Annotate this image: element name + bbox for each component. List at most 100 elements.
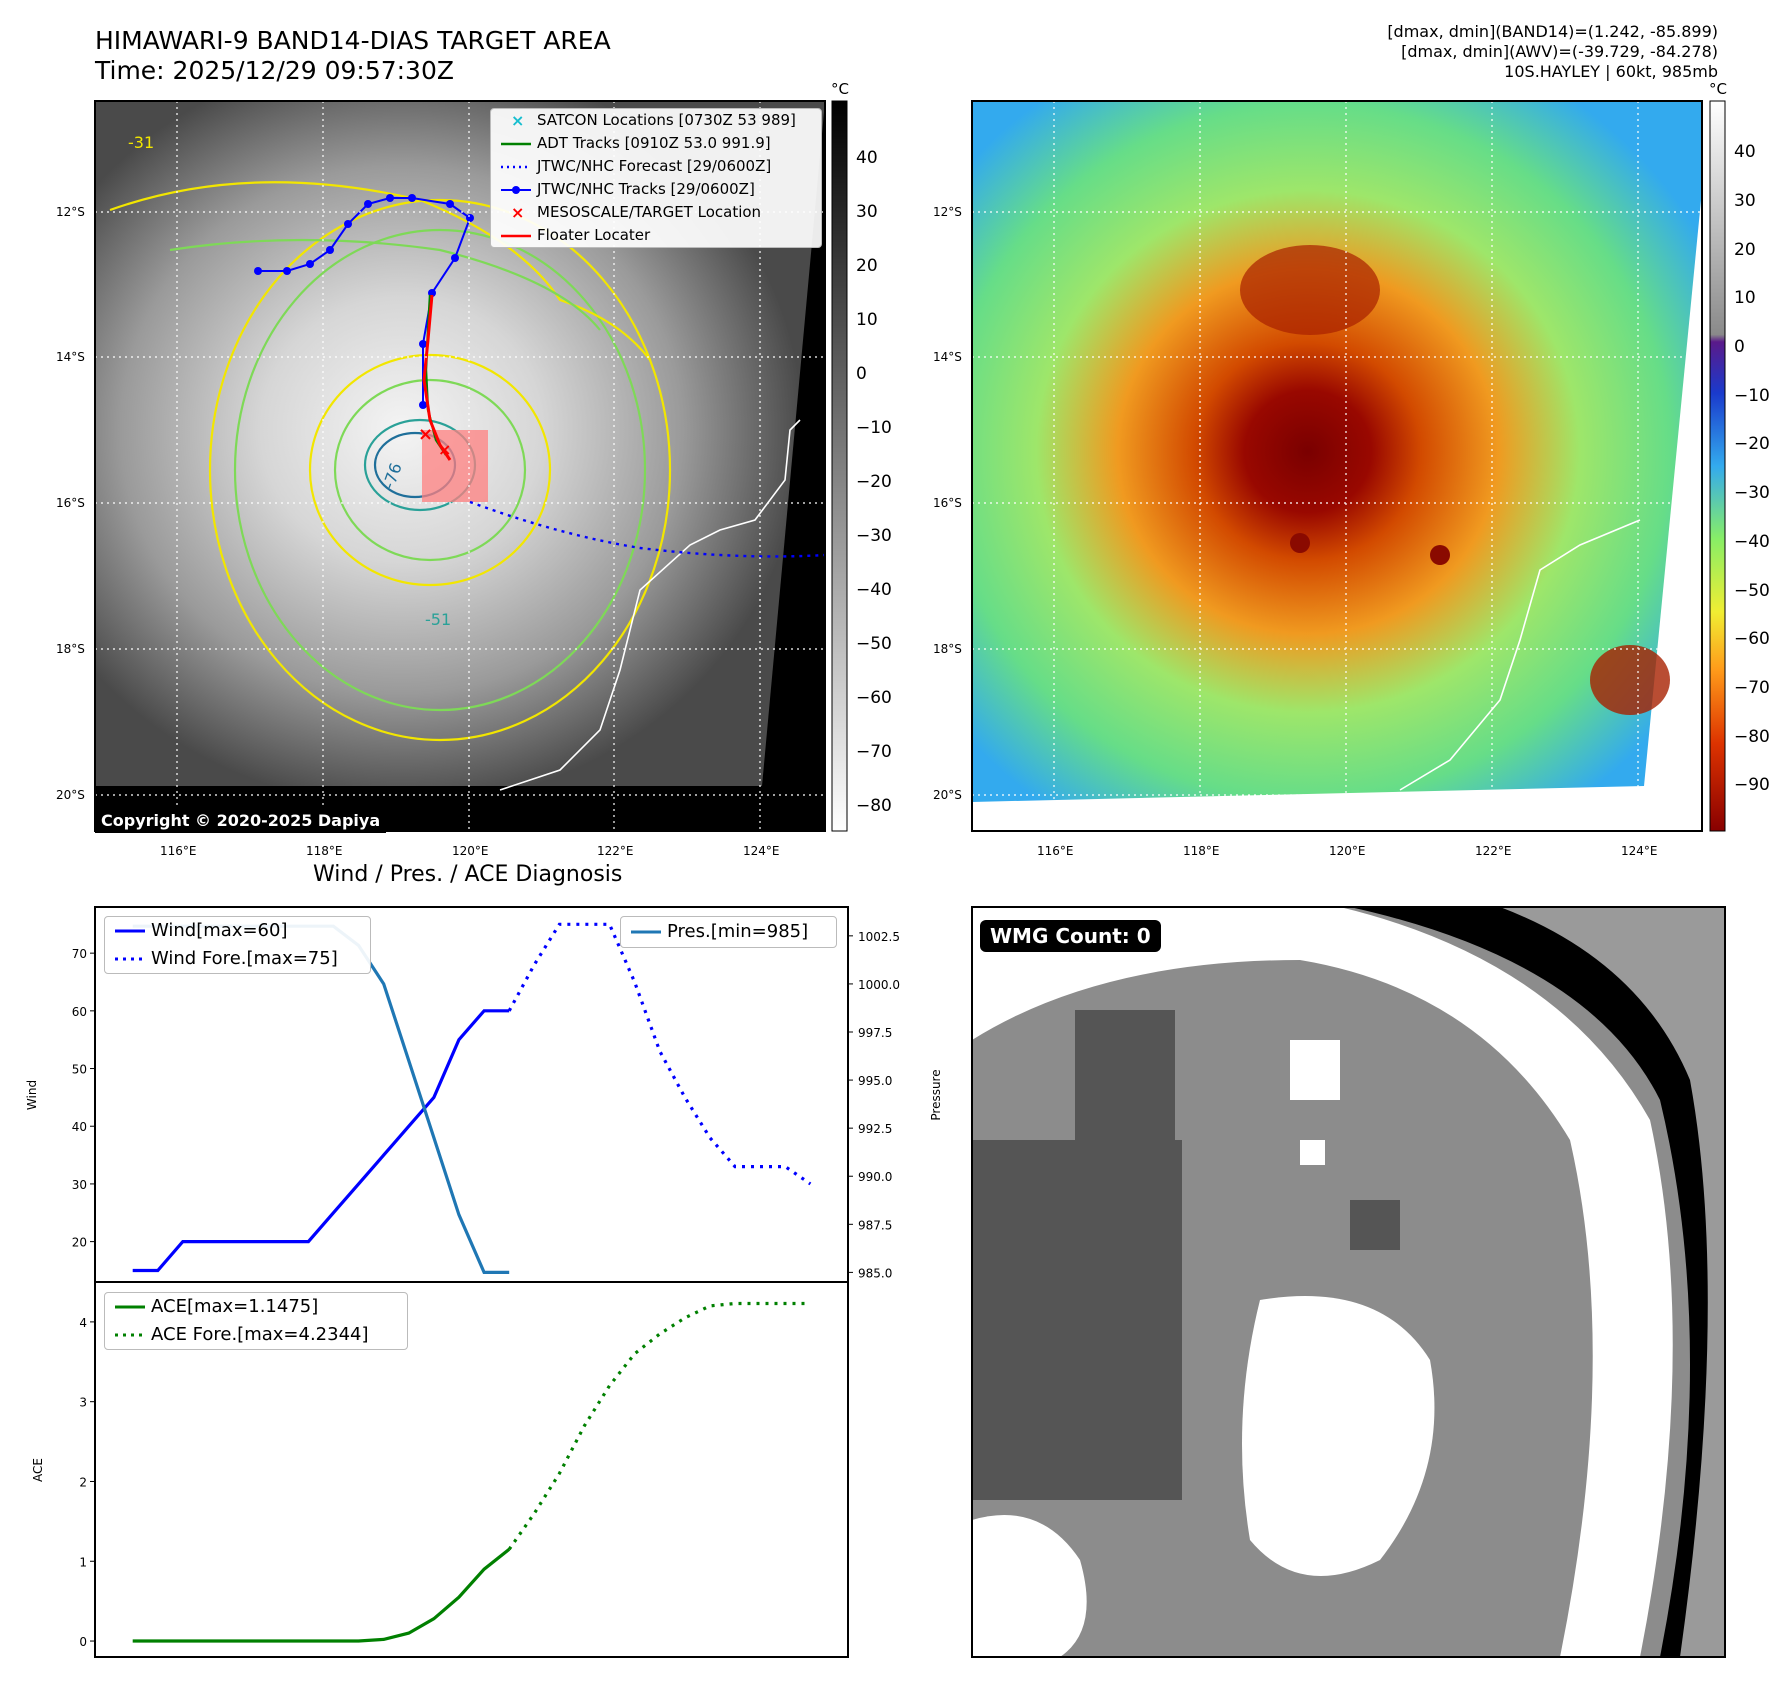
color-tick: −10 [1734,386,1770,406]
ace-axis-label: ACE [31,1458,45,1482]
color-tick: −30 [1734,483,1770,503]
legend-label: Wind[max=60] [151,920,288,941]
series-line [132,1548,511,1643]
awv-stats: [dmax, dmin](AWV)=(-39.729, -84.278) [1401,42,1718,61]
contour-label-31: -31 [128,133,154,152]
line-swatch-icon [499,224,533,247]
line-swatch-icon [113,1293,147,1316]
lat-label: 18°S [933,642,962,656]
wind-axis-label: Wind [25,1080,39,1110]
lat-label: 20°S [933,788,962,802]
ace-chart-marks: 4 3 2 1 0 [79,1301,811,1649]
coastline [499,419,801,791]
legend-item-floater: Floater Locater [491,224,821,247]
colorbar-unit: °C [1709,80,1727,98]
dotted-line-icon [113,945,147,968]
svg-text:×: × [418,424,433,445]
gray-tick: −60 [856,688,892,708]
gray-colorbar: °C 40 30 20 10 0 −10 −20 −30 −40 −50 −60… [831,80,892,832]
legend-item-jtwc-tracks: JTWC/NHC Tracks [29/0600Z] [491,178,821,201]
x-marker-icon: × [499,109,533,132]
x-marker-icon: × [499,201,533,224]
diagnosis-title: Wind / Pres. / ACE Diagnosis [313,862,623,887]
legend-label: ACE[max=1.1475] [151,1296,319,1317]
lon-label: 124°E [743,844,780,858]
map1-axis-labels: 12°S 14°S 16°S 18°S 20°S 116°E 118°E 120… [56,205,780,858]
legend-item-jtwc-forecast: JTWC/NHC Forecast [29/0600Z] [491,155,821,178]
legend-item-ace: ACE[max=1.1475] [105,1293,407,1321]
dotted-line-icon [499,155,533,178]
legend-item-wind-forecast: Wind Fore.[max=75] [105,945,370,973]
wind-chart-marks: 70 60 50 40 30 20 [72,922,812,1273]
wmg-count: WMG Count: 0 [980,920,1161,952]
gray-tick: −80 [856,796,892,816]
color-tick: 40 [1734,142,1756,162]
y-tick-label: 1 [79,1555,87,1569]
y-tick-label: 985.0 [858,1266,892,1280]
ace-legend: ACE[max=1.1475] ACE Fore.[max=4.2344] [104,1292,408,1350]
line-swatch-icon [499,132,533,155]
y-tick-label: 40 [72,1120,87,1134]
wind-legend: Wind[max=60] Wind Fore.[max=75] [104,916,371,974]
color-tick: 30 [1734,191,1756,211]
lat-label: 16°S [933,496,962,510]
y-tick-label: 4 [79,1316,87,1330]
color-colorbar: °C 40 30 20 10 0 −10 −20 −30 −40 −50 −60… [1709,80,1770,832]
floater-locater-line [422,294,452,461]
lat-label: 12°S [933,205,962,219]
storm-info: 10S.HAYLEY | 60kt, 985mb [1504,62,1718,81]
lat-label: 14°S [933,350,962,364]
legend-item-wind: Wind[max=60] [105,917,370,945]
y-tick-label: 3 [79,1396,87,1410]
y-tick-label: 1002.5 [858,930,900,944]
gray-tick: 40 [856,148,878,168]
y-tick-label: 50 [72,1063,87,1077]
lon-label: 122°E [1475,844,1512,858]
lon-label: 120°E [452,844,489,858]
map2-axis-labels: 12°S 14°S 16°S 18°S 20°S 116°E 118°E 120… [933,205,1658,858]
lon-label: 116°E [1037,844,1074,858]
lat-label: 18°S [56,642,85,656]
y-tick-label: 70 [72,947,87,961]
legend-label: MESOSCALE/TARGET Location [537,203,762,221]
color-tick: −70 [1734,678,1770,698]
pressure-axis-label: Pressure [929,1069,943,1120]
map-legend: × SATCON Locations [0730Z 53 989] ADT Tr… [490,108,822,248]
wmg-panel [971,906,1726,1658]
color-tick: −20 [1734,434,1770,454]
series-line [507,922,812,1186]
color-tick: −80 [1734,727,1770,747]
lat-label: 12°S [56,205,85,219]
dotted-line-icon [113,1321,147,1344]
y-tick-label: 20 [72,1236,87,1250]
legend-label: Pres.[min=985] [667,921,809,942]
y-tick-label: 995.0 [858,1074,892,1088]
legend-label: SATCON Locations [0730Z 53 989] [537,111,796,129]
contour-label-51: -51 [425,610,451,629]
figure-title: HIMAWARI-9 BAND14-DIAS TARGET AREA [95,26,611,55]
legend-item-mesoscale: × MESOSCALE/TARGET Location [491,201,821,224]
lat-label: 14°S [56,350,85,364]
lon-label: 122°E [597,844,634,858]
line-dot-icon [499,178,533,201]
copyright-text: Copyright © 2020-2025 Dapiya [95,808,387,833]
gray-colorbar-ticks: 40 30 20 10 0 −10 −20 −30 −40 −50 −60 −7… [856,148,892,816]
gray-tick: 30 [856,202,878,222]
gray-tick: −10 [856,418,892,438]
gray-tick: −50 [856,634,892,654]
y-tick-label: 60 [72,1005,87,1019]
svg-text:×: × [511,111,524,130]
jtwc-forecast-line [469,500,826,558]
lat-label: 16°S [56,496,85,510]
figure-time: Time: 2025/12/29 09:57:30Z [95,56,454,85]
color-tick: 10 [1734,288,1756,308]
lat-label: 20°S [56,788,85,802]
y-tick-label: 2 [79,1475,87,1489]
colorbar-unit: °C [831,80,849,98]
lon-label: 118°E [1183,844,1220,858]
series-line [507,1301,811,1551]
gray-tick: 20 [856,256,878,276]
y-tick-label: 997.5 [858,1026,892,1040]
target-area-box [422,430,488,502]
